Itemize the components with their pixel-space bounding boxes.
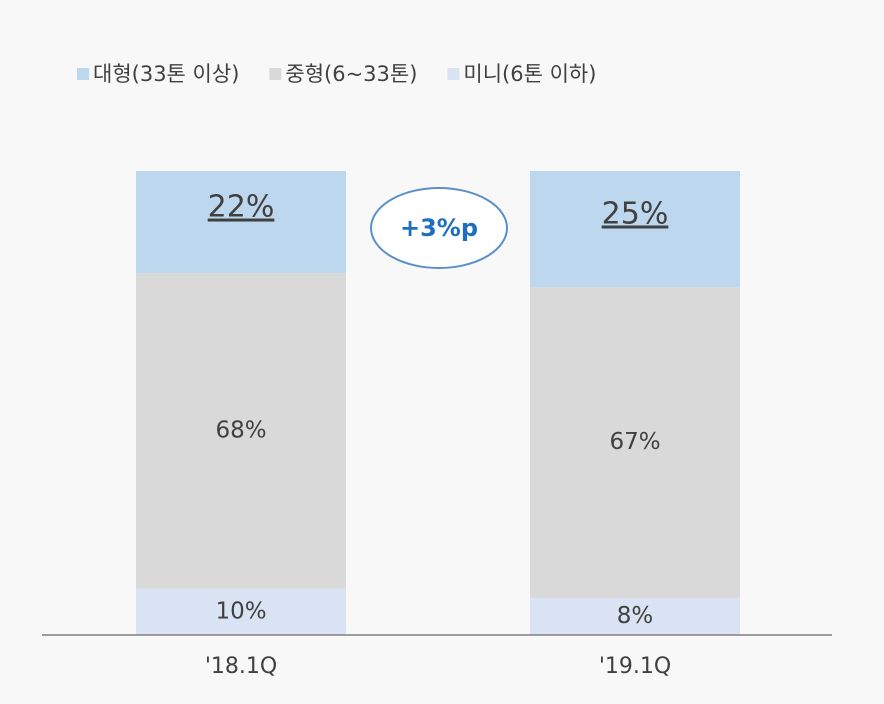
legend-label: 대형(33톤 이상)	[93, 62, 239, 86]
value-label: 25%	[602, 197, 669, 232]
value-label: 68%	[215, 417, 266, 443]
bar-segment	[136, 588, 346, 635]
legend-label: 중형(6~33톤)	[285, 62, 417, 86]
bar-segment	[530, 597, 740, 635]
value-label: 8%	[617, 603, 654, 629]
value-label: 67%	[609, 429, 660, 455]
bar-segment	[136, 273, 346, 589]
bar-segment	[530, 171, 740, 287]
legend-marker	[77, 68, 89, 80]
legend-marker	[447, 68, 460, 80]
x-tick-label: '19.1Q	[599, 654, 671, 679]
value-label: 10%	[215, 598, 266, 624]
legend-label: 미니(6톤 이하)	[463, 62, 596, 86]
annotation: +3%p	[400, 214, 478, 242]
bar-segment	[530, 287, 740, 598]
annotation-bubble	[370, 187, 508, 269]
x-tick-label: '18.1Q	[205, 654, 277, 679]
bar-segment	[136, 171, 346, 274]
value-label: 22%	[208, 190, 275, 225]
legend-marker	[269, 68, 282, 80]
